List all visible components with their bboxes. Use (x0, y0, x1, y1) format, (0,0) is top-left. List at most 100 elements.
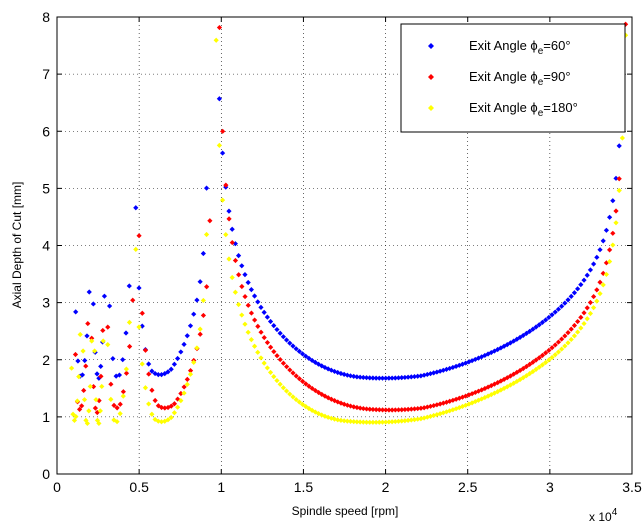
data-point (175, 396, 181, 402)
data-point (152, 416, 158, 423)
data-point (303, 353, 309, 359)
data-point (514, 369, 520, 375)
data-point (607, 214, 613, 220)
data-point (239, 312, 245, 318)
data-point (223, 182, 229, 188)
legend-marker-1 (428, 43, 434, 49)
data-point (267, 318, 274, 325)
data-point (520, 375, 526, 381)
data-point (171, 361, 177, 367)
data-point (546, 314, 552, 321)
data-point (175, 404, 181, 410)
data-point (108, 381, 114, 387)
data-point (571, 333, 578, 339)
data-point (116, 372, 123, 378)
data-point (399, 407, 405, 413)
data-point (421, 372, 427, 378)
data-point (514, 336, 520, 342)
legend: Exit Angle ϕe=60°Exit Angle ϕe=90°Exit A… (400, 23, 626, 133)
data-point (178, 349, 184, 355)
data-point (271, 348, 277, 355)
data-point (587, 267, 594, 273)
data-point (149, 387, 155, 393)
data-point (187, 323, 194, 329)
data-point (485, 393, 491, 399)
data-point (293, 346, 299, 352)
data-point (536, 322, 542, 328)
data-point (120, 393, 126, 399)
data-point (363, 375, 370, 381)
data-point (587, 310, 594, 317)
data-point (559, 346, 565, 352)
data-point (271, 323, 277, 329)
data-point (91, 348, 98, 354)
data-point (280, 385, 286, 391)
data-point (578, 314, 584, 320)
data-point (623, 21, 629, 27)
data-point (71, 417, 78, 423)
data-point (469, 391, 475, 397)
data-point (290, 370, 296, 376)
data-point (552, 352, 558, 358)
data-point (181, 341, 187, 347)
data-point (354, 374, 360, 380)
data-point (523, 373, 530, 379)
data-point (283, 388, 290, 394)
data-point (251, 343, 258, 349)
data-point (383, 407, 389, 413)
data-point (392, 418, 398, 425)
data-point (223, 232, 229, 238)
data-point (299, 401, 306, 407)
data-point (383, 419, 389, 425)
data-point (555, 306, 562, 312)
data-point (309, 385, 315, 392)
data-point (408, 417, 414, 423)
legend-label-3: Exit Angle ϕe=180° (469, 100, 578, 119)
data-point (284, 364, 290, 370)
data-point (85, 320, 91, 327)
data-point (511, 380, 517, 386)
data-point (106, 303, 113, 309)
data-point (613, 208, 619, 214)
data-point (607, 258, 613, 265)
data-point (168, 403, 174, 409)
data-point (83, 363, 89, 369)
data-point (613, 175, 619, 181)
data-point (213, 37, 219, 43)
data-point (123, 330, 129, 336)
data-point (450, 397, 456, 403)
data-point (255, 299, 261, 305)
data-point (178, 398, 184, 404)
data-point (219, 197, 226, 203)
data-point (226, 208, 232, 214)
data-point (373, 407, 379, 413)
data-point (75, 358, 81, 364)
data-point (146, 401, 152, 407)
data-point (245, 329, 251, 335)
data-point (341, 418, 347, 424)
data-point (469, 358, 475, 364)
data-point (527, 371, 533, 377)
legend-box (400, 23, 626, 133)
series-3 (68, 32, 629, 427)
data-point (392, 375, 398, 381)
data-point (360, 419, 366, 425)
y-tick-label: 1 (42, 409, 50, 425)
data-point (581, 310, 587, 316)
data-point (197, 331, 203, 337)
data-point (98, 363, 104, 369)
data-point (335, 417, 341, 423)
data-point (184, 381, 190, 387)
data-point (283, 337, 290, 343)
data-point (126, 283, 132, 289)
data-point (565, 297, 571, 303)
data-point (319, 363, 325, 369)
data-point (546, 347, 552, 353)
data-point (171, 410, 177, 416)
data-point (200, 312, 207, 319)
data-point (357, 374, 363, 380)
data-point (184, 333, 190, 339)
data-point (597, 291, 603, 297)
data-point (139, 310, 145, 316)
